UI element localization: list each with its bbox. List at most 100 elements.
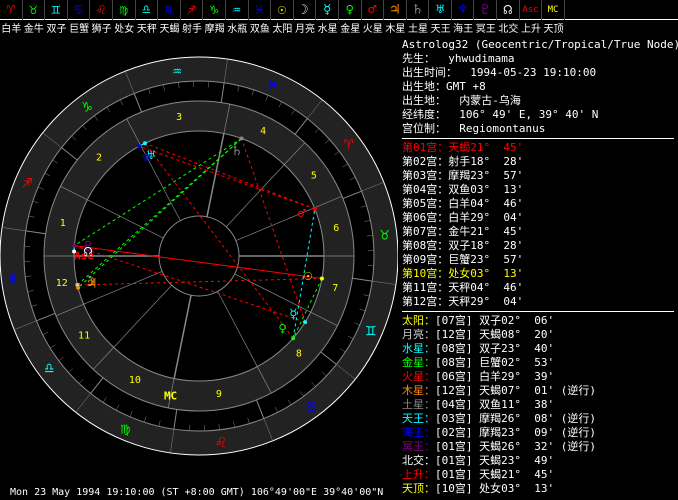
svg-text:4: 4 [260, 126, 266, 137]
info-header: Astrolog32 (Geocentric/Tropical/True Nod… [402, 38, 674, 139]
position-row: 海王：[02宫] 摩羯23° 09' (逆行) [402, 426, 674, 440]
toolbar-glyph-水瓶[interactable]: ♒ [226, 0, 249, 20]
toolbar-label: 太阳 [271, 20, 294, 36]
position-row: 月亮：[12宫] 天蝎08° 20' [402, 328, 674, 342]
svg-text:♄: ♄ [233, 144, 241, 160]
toolbar-glyph-月亮[interactable]: ☽ [294, 0, 317, 20]
svg-text:6: 6 [333, 223, 339, 234]
header-row: 出生地： 内蒙古-乌海 [402, 94, 674, 108]
position-row: 金星：[08宫] 巨蟹02° 53' [402, 356, 674, 370]
svg-text:MC: MC [164, 390, 177, 403]
svg-text:♍: ♍ [120, 418, 130, 437]
position-row: 天王：[03宫] 摩羯26° 08' (逆行) [402, 412, 674, 426]
position-row: 火星：[06宫] 白羊29° 39' [402, 370, 674, 384]
svg-text:♊: ♊ [366, 320, 376, 339]
toolbar-glyph-射手[interactable]: ♐ [181, 0, 204, 20]
cusp-row: 第02宫：射手18° 28' [402, 155, 674, 169]
toolbar-label: 土星 [407, 20, 430, 36]
toolbar-label: 双鱼 [249, 20, 272, 36]
app-title: Astrolog32 (Geocentric/Tropical/True Nod… [402, 38, 674, 52]
position-row: 上升：[01宫] 天蝎21° 45' [402, 468, 674, 482]
toolbar-label: 天顶 [542, 20, 565, 36]
toolbar-glyph-冥王[interactable]: ♇ [474, 0, 497, 20]
toolbar-glyph-金星[interactable]: ♀ [339, 0, 362, 20]
toolbar-glyph-双子[interactable]: ♊ [45, 0, 68, 20]
toolbar-glyph-天王[interactable]: ♅ [429, 0, 452, 20]
toolbar-glyph-土星[interactable]: ♄ [407, 0, 430, 20]
toolbar-label: 白羊 [0, 20, 23, 36]
svg-text:♌: ♌ [216, 432, 226, 451]
svg-text:♑: ♑ [82, 97, 92, 116]
toolbar-label: 处女 [113, 20, 136, 36]
toolbar-glyph-天秤[interactable]: ♎ [136, 0, 159, 20]
svg-text:♀: ♀ [278, 321, 286, 337]
svg-text:1: 1 [60, 218, 66, 229]
chart-wheel: ♈♉♊♋♌♍♎♏♑♒♓♐123456789101112☉☽☿♀♂♃♄♅♆♇☊As… [0, 36, 398, 500]
toolbar-label-row: 白羊金牛双子巨蟹狮子处女天秤天蝎射手摩羯水瓶双鱼太阳月亮水星金星火星木星土星天王… [0, 20, 678, 36]
toolbar-label: 金星 [339, 20, 362, 36]
cusp-row: 第08宫：双子18° 28' [402, 239, 674, 253]
toolbar-glyph-天蝎[interactable]: ♏ [158, 0, 181, 20]
main-area: ♈♉♊♋♌♍♎♏♑♒♓♐123456789101112☉☽☿♀♂♃♄♅♆♇☊As… [0, 36, 678, 500]
svg-text:☉: ☉ [304, 268, 312, 284]
svg-text:2: 2 [96, 152, 102, 163]
toolbar-glyph-天顶[interactable]: MC [542, 0, 565, 20]
toolbar-glyph-金牛[interactable]: ♉ [23, 0, 46, 20]
svg-text:Asc: Asc [74, 250, 94, 263]
toolbar-label: 金牛 [23, 20, 46, 36]
toolbar-label: 狮子 [90, 20, 113, 36]
cusp-row: 第10宫：处女03° 13' [402, 267, 674, 281]
toolbar-glyph-处女[interactable]: ♍ [113, 0, 136, 20]
toolbar-label: 木星 [384, 20, 407, 36]
cusp-row: 第12宫：天秤29° 04' [402, 295, 674, 309]
toolbar-label: 天蝎 [158, 20, 181, 36]
toolbar-glyph-海王[interactable]: ♆ [452, 0, 475, 20]
svg-text:10: 10 [129, 375, 141, 386]
svg-text:5: 5 [311, 171, 317, 182]
svg-text:☿: ☿ [289, 307, 297, 323]
toolbar-glyph-白羊[interactable]: ♈ [0, 0, 23, 20]
toolbar-glyph-木星[interactable]: ♃ [384, 0, 407, 20]
toolbar-label: 水瓶 [226, 20, 249, 36]
header-row: 经纬度： 106° 49' E, 39° 40' N [402, 108, 674, 122]
svg-text:♎: ♎ [44, 358, 54, 377]
toolbar-glyph-水星[interactable]: ☿ [316, 0, 339, 20]
svg-text:3: 3 [176, 112, 182, 123]
svg-text:11: 11 [78, 330, 90, 341]
cusp-row: 第05宫：白羊04° 46' [402, 197, 674, 211]
cusp-row: 第11宫：天秤04° 46' [402, 281, 674, 295]
toolbar-glyph-上升[interactable]: Asc [520, 0, 543, 20]
svg-text:9: 9 [216, 389, 222, 400]
svg-text:♋: ♋ [306, 396, 316, 415]
svg-text:♏: ♏ [8, 268, 18, 287]
toolbar-glyph-row: ♈♉♊♋♌♍♎♏♐♑♒♓☉☽☿♀♂♃♄♅♆♇☊AscMC [0, 0, 678, 20]
toolbar-glyph-太阳[interactable]: ☉ [271, 0, 294, 20]
house-cusps-table: 第01宫：天蝎21° 45'第02宫：射手18° 28'第03宫：摩羯23° 5… [402, 141, 674, 312]
svg-text:8: 8 [296, 349, 302, 360]
header-row: 宫位制： Regiomontanus [402, 122, 674, 136]
header-row: 出生地：GMT +8 [402, 80, 674, 94]
toolbar-glyph-北交[interactable]: ☊ [497, 0, 520, 20]
toolbar-label: 海王 [452, 20, 475, 36]
position-row: 北交：[01宫] 天蝎23° 49' [402, 454, 674, 468]
toolbar-glyph-巨蟹[interactable]: ♋ [68, 0, 91, 20]
header-row: 出生时间： 1994-05-23 19:10:00 [402, 66, 674, 80]
toolbar-glyph-狮子[interactable]: ♌ [90, 0, 113, 20]
toolbar-label: 月亮 [294, 20, 317, 36]
position-row: 太阳：[07宫] 双子02° 06' [402, 314, 674, 328]
toolbar-label: 射手 [181, 20, 204, 36]
cusp-row: 第07宫：金牛21° 45' [402, 225, 674, 239]
toolbar-label: 天王 [429, 20, 452, 36]
toolbar-label: 双子 [45, 20, 68, 36]
cusp-row: 第01宫：天蝎21° 45' [402, 141, 674, 155]
svg-text:♉: ♉ [380, 225, 390, 244]
toolbar-glyph-摩羯[interactable]: ♑ [203, 0, 226, 20]
position-row: 水星：[08宫] 双子23° 40' [402, 342, 674, 356]
svg-text:♆: ♆ [142, 151, 150, 167]
toolbar-label: 冥王 [474, 20, 497, 36]
toolbar-glyph-双鱼[interactable]: ♓ [249, 0, 272, 20]
toolbar-label: 摩羯 [203, 20, 226, 36]
header-row: 先生： yhwudimama [402, 52, 674, 66]
toolbar-label: 天秤 [136, 20, 159, 36]
toolbar-glyph-火星[interactable]: ♂ [362, 0, 385, 20]
